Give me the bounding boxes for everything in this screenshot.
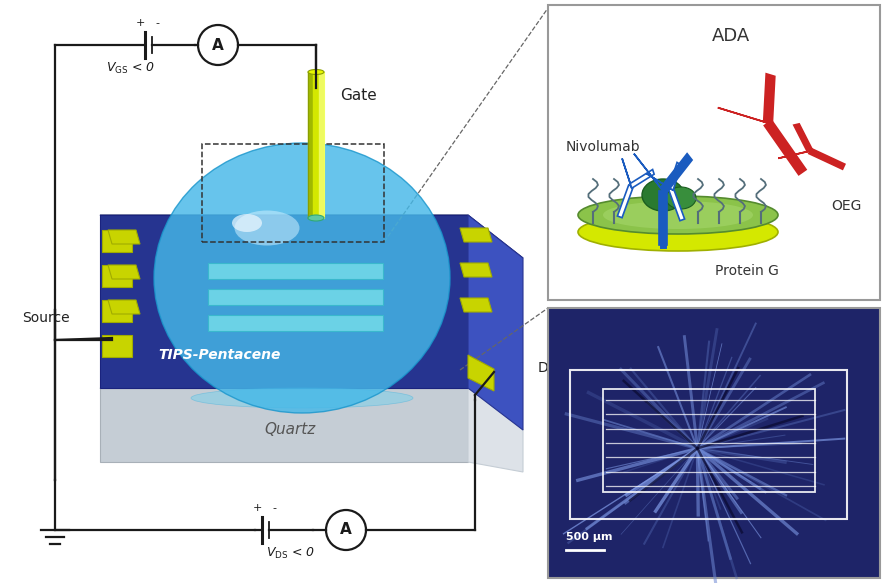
Polygon shape (100, 388, 523, 430)
Bar (570, 370, 847, 519)
Ellipse shape (235, 210, 299, 245)
Text: -: - (272, 503, 276, 513)
Ellipse shape (191, 388, 413, 408)
Text: Source: Source (22, 311, 70, 325)
Bar (548, 308, 880, 578)
Ellipse shape (308, 215, 324, 221)
Polygon shape (617, 185, 633, 217)
Bar (102, 230, 132, 252)
Ellipse shape (308, 69, 324, 75)
Polygon shape (630, 170, 654, 188)
Polygon shape (108, 300, 140, 314)
Polygon shape (460, 228, 492, 242)
Polygon shape (460, 263, 492, 277)
Text: ADA: ADA (712, 27, 750, 45)
Bar (208, 315, 383, 331)
Bar (202, 144, 384, 242)
Polygon shape (108, 230, 140, 244)
Bar (102, 300, 132, 322)
Text: OEG: OEG (832, 199, 862, 213)
Ellipse shape (666, 187, 696, 209)
Text: $V_{\mathrm{GS}}$ < 0: $V_{\mathrm{GS}}$ < 0 (105, 61, 155, 76)
Ellipse shape (578, 213, 778, 251)
Text: Drain: Drain (538, 361, 576, 375)
Text: Quartz: Quartz (264, 423, 315, 437)
Polygon shape (669, 163, 682, 190)
Polygon shape (668, 188, 684, 221)
Ellipse shape (578, 196, 778, 234)
Polygon shape (100, 215, 523, 258)
Polygon shape (108, 265, 140, 279)
Text: A: A (212, 37, 224, 52)
Text: $V_{\mathrm{DS}}$ < 0: $V_{\mathrm{DS}}$ < 0 (266, 546, 314, 560)
Text: Nivolumab: Nivolumab (566, 139, 641, 153)
Polygon shape (794, 124, 812, 152)
Polygon shape (468, 388, 523, 472)
Polygon shape (634, 153, 666, 194)
Polygon shape (100, 215, 468, 388)
Text: 500 μm: 500 μm (566, 532, 613, 542)
Polygon shape (765, 121, 806, 175)
Bar (603, 389, 815, 491)
Text: Protein G: Protein G (715, 264, 779, 278)
Polygon shape (660, 153, 692, 194)
Text: TIPS-Pentacene: TIPS-Pentacene (159, 348, 281, 362)
Polygon shape (718, 108, 773, 124)
Polygon shape (460, 298, 492, 312)
Polygon shape (623, 159, 631, 188)
Text: A: A (340, 522, 351, 538)
Bar (102, 335, 132, 357)
Bar (208, 289, 383, 305)
Bar (208, 263, 383, 279)
Text: +: + (135, 18, 145, 28)
Polygon shape (778, 150, 812, 159)
Polygon shape (764, 74, 774, 124)
Text: -: - (155, 18, 159, 28)
Polygon shape (646, 174, 673, 190)
Bar (102, 265, 132, 287)
Text: +: + (253, 503, 261, 513)
Ellipse shape (603, 201, 753, 229)
Polygon shape (468, 215, 523, 430)
Polygon shape (100, 388, 468, 462)
Bar (548, 5, 880, 300)
Polygon shape (659, 191, 667, 245)
Polygon shape (468, 355, 494, 391)
Text: Gate: Gate (340, 87, 377, 103)
Ellipse shape (154, 143, 450, 413)
Polygon shape (809, 149, 845, 169)
Ellipse shape (232, 214, 262, 232)
Ellipse shape (642, 179, 684, 211)
